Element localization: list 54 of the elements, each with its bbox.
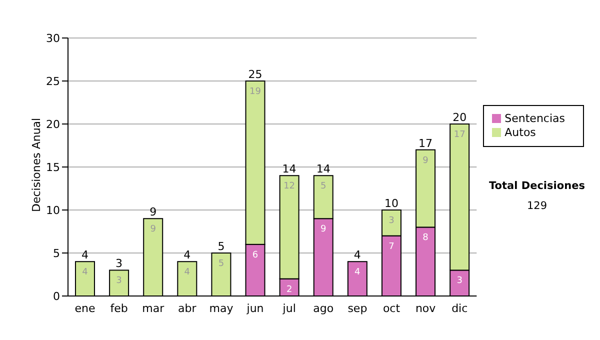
text: 129 [526, 200, 548, 212]
total-label: 4 [184, 248, 191, 262]
x-tick-label: ene [74, 302, 96, 315]
x-tick-label: nov [415, 302, 436, 315]
data-label: 4 [354, 268, 361, 278]
data-label: 5 [218, 259, 224, 269]
x-tick-label: may [209, 302, 234, 315]
data-label: 7 [388, 242, 394, 252]
data-label: 3 [116, 276, 122, 286]
data-label: 6 [252, 250, 258, 260]
total-label: 25 [248, 68, 262, 81]
x-tick-label: ago [313, 302, 334, 315]
data-label: 19 [250, 87, 262, 97]
total-label: 3 [116, 257, 123, 270]
data-label: 9 [422, 156, 429, 166]
text: Total Decisiones [488, 180, 586, 192]
y-tick-label: 5 [53, 246, 60, 260]
total-label: 14 [316, 162, 330, 176]
x-tick-label: jun [246, 302, 264, 315]
x-tick-label: oct [382, 302, 401, 315]
total-label: 20 [452, 111, 467, 124]
y-tick-label: 10 [46, 204, 60, 217]
y-tick-label: 0 [53, 290, 60, 303]
total-label: 14 [282, 162, 296, 176]
data-label: 5 [320, 182, 326, 192]
x-tick-label: feb [110, 302, 128, 315]
x-tick-label: sep [348, 302, 368, 315]
total-label: 4 [81, 248, 88, 262]
y-tick-label: 25 [46, 74, 60, 88]
x-tick-label: abr [178, 302, 197, 315]
x-tick-label: dic [452, 302, 468, 315]
data-label: 8 [422, 233, 429, 244]
x-tick-label: jul [282, 302, 296, 315]
data-label: 12 [284, 182, 296, 192]
legend-label: Sentencias [504, 112, 565, 125]
total-label: 4 [354, 248, 361, 262]
data-label: 3 [456, 276, 462, 286]
data-label: 17 [454, 130, 466, 140]
y-axis-title: Decisiones Anual [30, 118, 43, 212]
total-label: 5 [218, 240, 225, 253]
data-label: 4 [184, 268, 190, 278]
data-label: 3 [388, 216, 394, 226]
total-label: 17 [418, 136, 433, 150]
data-label: 9 [150, 224, 156, 235]
total-label: 9 [150, 206, 157, 219]
y-tick-label: 15 [46, 160, 60, 174]
total-label: 10 [384, 197, 398, 210]
y-tick-label: 20 [46, 118, 60, 131]
y-tick-label: 30 [46, 32, 60, 45]
data-label: 2 [286, 284, 292, 295]
x-tick-label: mar [142, 302, 165, 315]
legend-label: Autos [504, 126, 536, 139]
data-label: 9 [320, 224, 326, 235]
data-label: 4 [82, 268, 88, 278]
